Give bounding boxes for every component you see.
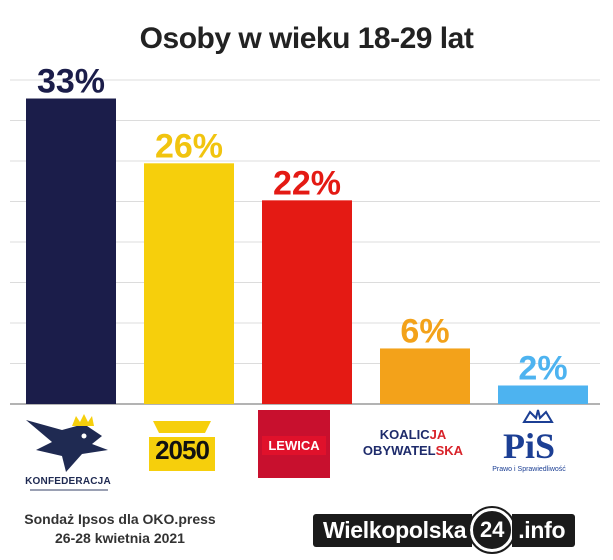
lewica-label: LEWICA xyxy=(262,436,326,455)
pis-eagle-icon xyxy=(522,409,554,423)
ko-line1-a: KOALIC xyxy=(379,427,430,442)
ko-line2-a: OBYWATEL xyxy=(362,443,436,458)
chart-title: Osoby w wieku 18-29 lat xyxy=(139,22,474,55)
brand-logo: Wielkopolska 24 .info xyxy=(313,506,576,554)
source-line-2: 26-28 kwietnia 2021 xyxy=(55,530,185,546)
bar-2 xyxy=(262,200,352,404)
bar-value-label-3: 6% xyxy=(400,312,449,350)
konfederacja-label: KONFEDERACJA xyxy=(25,476,111,487)
koalicja-obywatelska-logo: KOALICJA OBYWATELSKA xyxy=(358,427,468,459)
ko-line1-b: JA xyxy=(429,427,447,442)
konfederacja-sub-line xyxy=(30,489,108,491)
bar-value-label-1: 26% xyxy=(155,127,223,165)
brand-name: Wielkopolska xyxy=(313,513,473,547)
pis-subtitle: Prawo i Sprawiedliwość xyxy=(492,466,566,473)
bar-value-label-4: 2% xyxy=(518,349,567,387)
brand-domain: .info xyxy=(512,513,576,547)
ko-line2-b: SKA xyxy=(435,443,464,458)
bars xyxy=(26,98,588,404)
source-line-1: Sondaż Ipsos dla OKO.press xyxy=(24,511,216,527)
bar-0 xyxy=(26,98,116,404)
bar-value-labels: 33% 26% 22% 6% 2% xyxy=(37,63,568,388)
source-note: Sondaż Ipsos dla OKO.press 26-28 kwietni… xyxy=(20,510,220,548)
bar-value-label-0: 33% xyxy=(37,63,105,101)
bar-3 xyxy=(380,348,470,404)
brand-number: 24 xyxy=(468,506,517,554)
polska-2050-logo xyxy=(149,421,215,471)
bar-1 xyxy=(144,163,234,404)
bar-4 xyxy=(498,385,588,404)
bar-value-label-2: 22% xyxy=(273,164,341,202)
konfederacja-logo xyxy=(26,414,108,472)
pis-label: PiS xyxy=(502,426,555,466)
polska-2050-label: 2050 xyxy=(155,435,210,465)
